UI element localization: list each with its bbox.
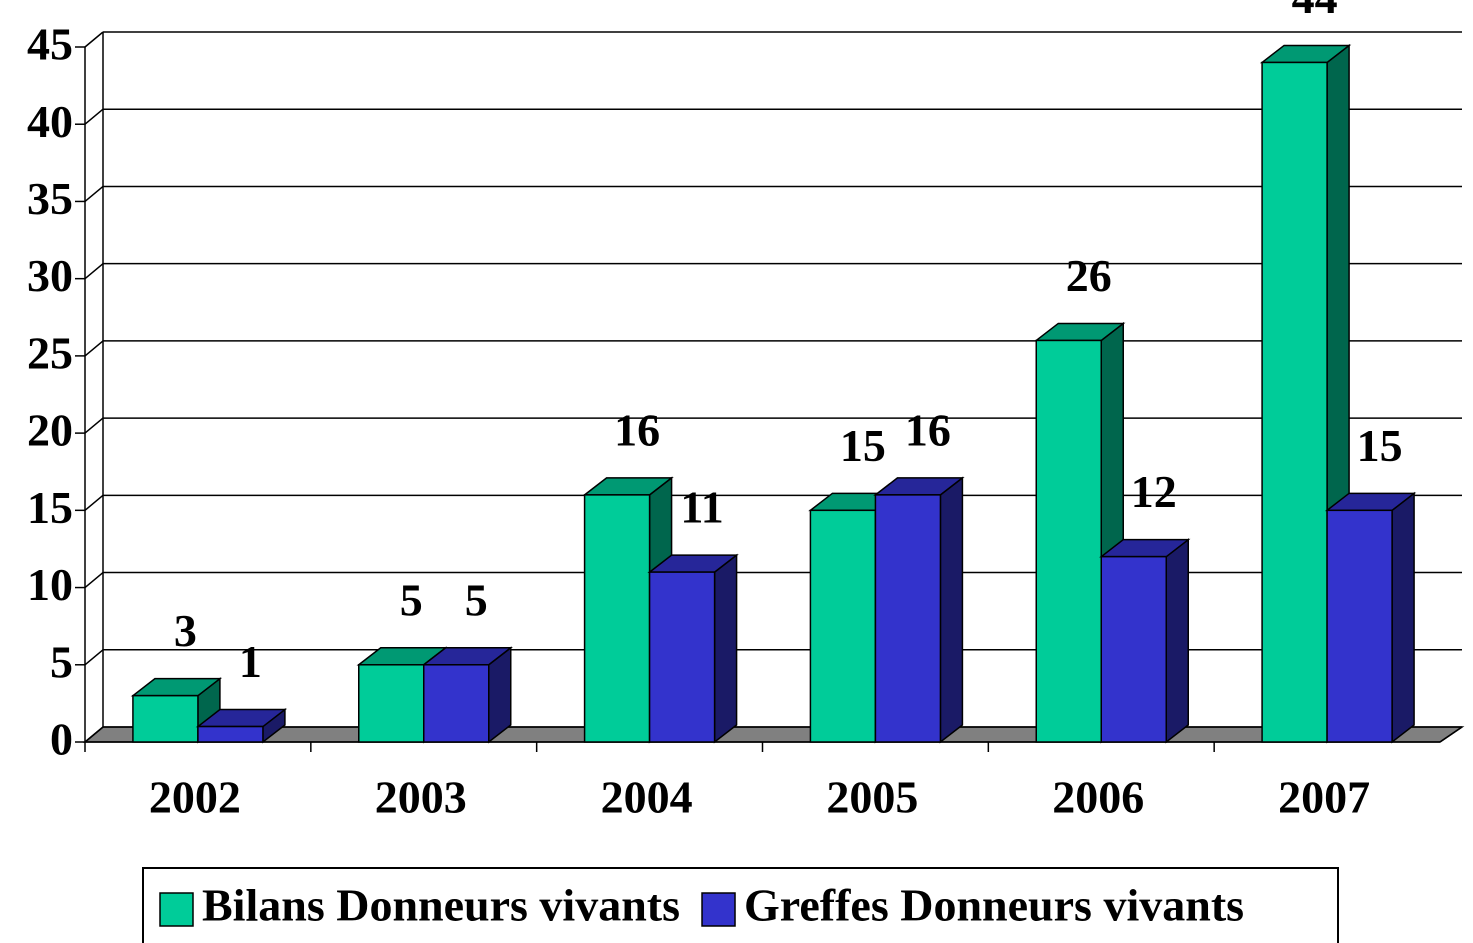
bar xyxy=(874,494,942,743)
value-label: 16 xyxy=(905,404,951,455)
value-label: 15 xyxy=(1357,420,1403,471)
bar xyxy=(1035,339,1102,743)
value-label: 15 xyxy=(840,420,886,471)
value-label: 1 xyxy=(239,636,262,687)
value-label: 5 xyxy=(465,574,488,625)
x-tick-label: 2007 xyxy=(1278,772,1370,823)
value-label: 12 xyxy=(1131,466,1177,517)
x-tick-label: 2006 xyxy=(1052,772,1144,823)
bar xyxy=(648,571,716,743)
value-label: 16 xyxy=(614,404,660,455)
side-grid-line xyxy=(84,108,104,125)
side-grid-line xyxy=(84,571,104,589)
value-label: 5 xyxy=(400,574,423,625)
legend-label: Bilans Donneurs vivants xyxy=(202,880,680,931)
y-tick-label: 10 xyxy=(27,559,73,610)
bar xyxy=(423,664,490,743)
y-tick-label: 20 xyxy=(27,405,73,456)
side-grid-line xyxy=(84,494,104,511)
legend-swatch xyxy=(159,892,194,927)
x-tick-label: 2002 xyxy=(149,772,241,823)
bar-side xyxy=(1391,491,1415,744)
bar-side xyxy=(713,553,738,744)
bar xyxy=(132,694,199,743)
bar xyxy=(583,494,651,743)
legend-label: Greffes Donneurs vivants xyxy=(744,880,1244,931)
y-tick-label: 30 xyxy=(27,250,73,301)
y-tick-label: 15 xyxy=(27,482,73,533)
x-tick-label: 2005 xyxy=(826,772,918,823)
side-grid-line xyxy=(84,726,104,743)
side-grid-line xyxy=(84,263,104,280)
bar-side xyxy=(939,476,964,744)
value-label: 11 xyxy=(680,482,723,533)
y-tick-label: 0 xyxy=(50,714,73,765)
bar xyxy=(809,509,877,743)
bar xyxy=(1326,509,1393,743)
bar xyxy=(1261,61,1328,743)
x-tick-label: 2003 xyxy=(375,772,467,823)
bar xyxy=(1100,555,1167,743)
y-tick-label: 35 xyxy=(27,173,73,224)
bar xyxy=(197,725,264,743)
floor xyxy=(82,726,1465,743)
y-tick-label: 5 xyxy=(50,636,73,687)
side-grid-line xyxy=(84,417,104,434)
side-grid-line xyxy=(84,340,104,357)
value-label: 3 xyxy=(174,605,197,656)
x-axis-end xyxy=(1439,726,1463,743)
side-grid-line xyxy=(84,185,104,203)
side-grid-line xyxy=(84,649,104,666)
y-tick-label: 45 xyxy=(27,19,73,70)
legend-swatch xyxy=(701,892,736,927)
y-tick-label: 25 xyxy=(27,327,73,378)
value-label: 44 xyxy=(1292,0,1338,23)
side-grid-line xyxy=(84,31,104,48)
bar xyxy=(358,664,425,743)
legend xyxy=(142,867,1339,943)
bar-side xyxy=(1165,538,1189,744)
y-tick-label: 40 xyxy=(27,96,73,147)
x-tick-label: 2004 xyxy=(601,772,693,823)
value-label: 26 xyxy=(1066,250,1112,301)
